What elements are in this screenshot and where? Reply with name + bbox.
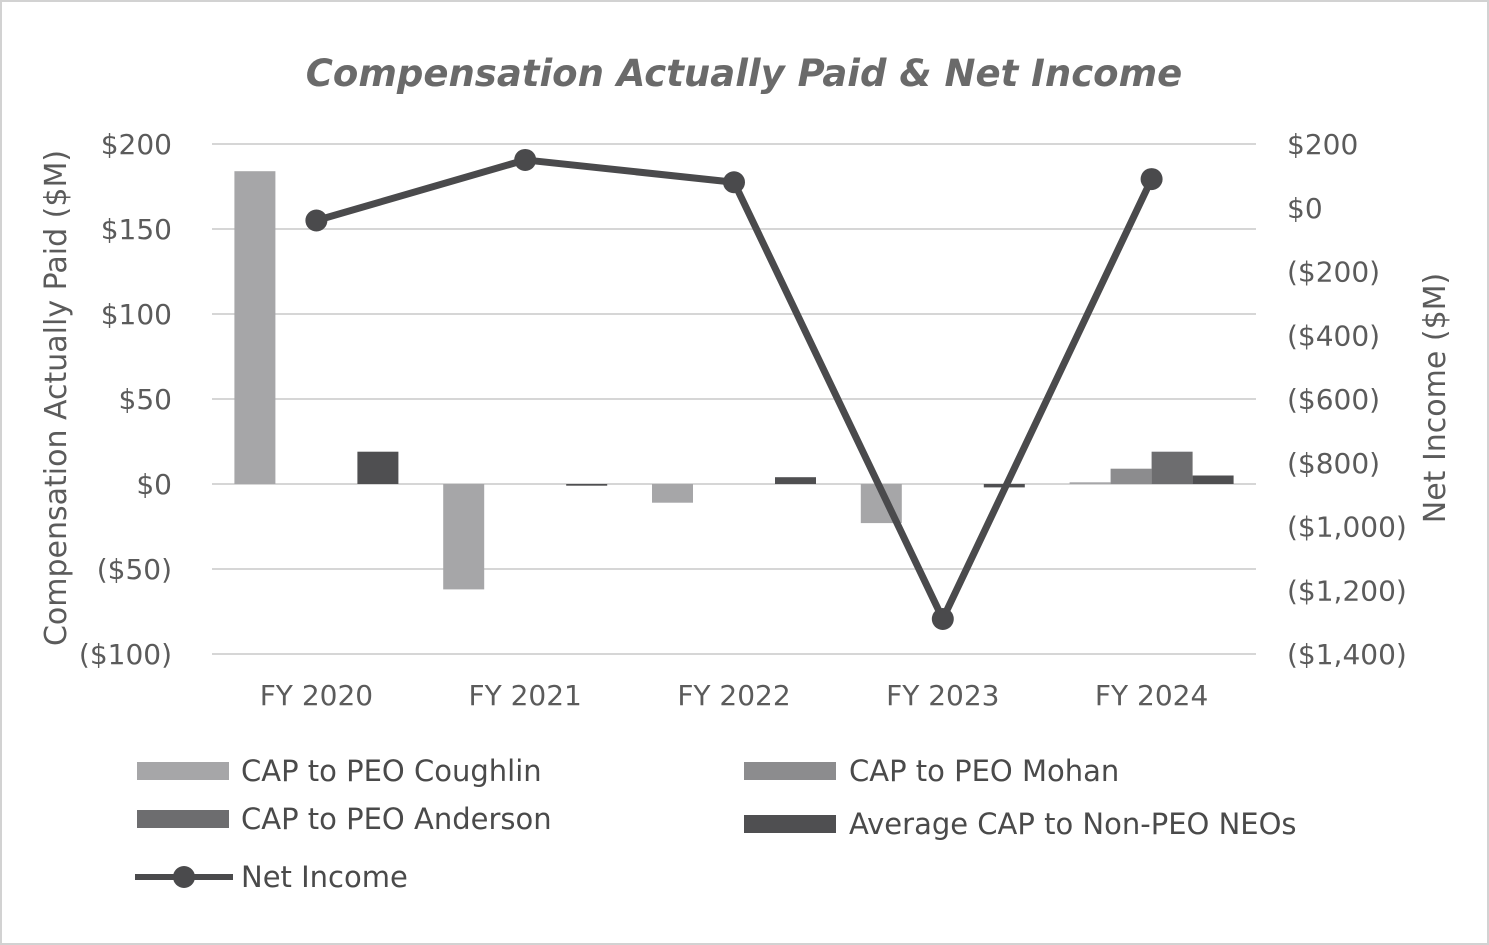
bar-cap-to-peo-anderson-fy-2024 bbox=[1151, 451, 1193, 484]
category-labels: FY 2020 FY 2021 FY 2022 FY 2023 FY 2024 bbox=[260, 679, 1209, 712]
right-tick-label: $200 bbox=[1287, 128, 1358, 161]
net-income-point-fy-2024 bbox=[1140, 168, 1163, 191]
bars bbox=[234, 171, 1234, 590]
legend-item-mohan[interactable]: CAP to PEO Mohan bbox=[744, 754, 1119, 788]
gridlines bbox=[212, 143, 1256, 655]
category-label: FY 2022 bbox=[677, 679, 790, 712]
bar-cap-to-peo-coughlin-fy-2021 bbox=[443, 484, 485, 590]
left-tick-label: $100 bbox=[101, 298, 172, 331]
legend-swatch-anderson bbox=[137, 810, 229, 828]
bar-cap-to-peo-coughlin-fy-2024 bbox=[1069, 482, 1111, 484]
left-tick-label: $50 bbox=[119, 383, 172, 416]
right-tick-label: ($1,200) bbox=[1287, 574, 1407, 607]
legend-item-non-peo[interactable]: Average CAP to Non-PEO NEOs bbox=[744, 807, 1297, 841]
bar-average-cap-to-non-peo-neos-fy-2020 bbox=[357, 451, 399, 484]
legend: CAP to PEO Coughlin CAP to PEO Mohan CAP… bbox=[135, 754, 1297, 894]
legend-label-coughlin: CAP to PEO Coughlin bbox=[241, 754, 542, 788]
chart-title: Compensation Actually Paid & Net Income bbox=[306, 52, 1183, 95]
legend-item-coughlin[interactable]: CAP to PEO Coughlin bbox=[137, 754, 542, 788]
left-tick-label: $150 bbox=[101, 213, 172, 246]
category-label: FY 2020 bbox=[260, 679, 373, 712]
net-income-line bbox=[305, 148, 1163, 630]
right-tick-label: ($200) bbox=[1287, 256, 1380, 289]
right-tick-label: ($800) bbox=[1287, 447, 1380, 480]
legend-label-net-income: Net Income bbox=[241, 860, 408, 894]
legend-swatch-mohan bbox=[744, 762, 836, 780]
legend-label-non-peo: Average CAP to Non-PEO NEOs bbox=[849, 807, 1297, 841]
left-tick-label: $0 bbox=[136, 468, 172, 501]
legend-item-net-income[interactable]: Net Income bbox=[135, 860, 408, 894]
right-tick-label: ($400) bbox=[1287, 319, 1380, 352]
legend-label-mohan: CAP to PEO Mohan bbox=[849, 754, 1119, 788]
right-tick-label: $0 bbox=[1287, 192, 1323, 225]
left-axis-ticks: $200 $150 $100 $50 $0 ($50) ($100) bbox=[79, 128, 172, 671]
right-tick-label: ($600) bbox=[1287, 383, 1380, 416]
bar-cap-to-peo-mohan-fy-2024 bbox=[1110, 468, 1152, 484]
bar-average-cap-to-non-peo-neos-fy-2021 bbox=[566, 484, 608, 486]
right-axis-ticks: $200 $0 ($200) ($400) ($600) ($800) ($1,000) ($… bbox=[1287, 128, 1407, 671]
legend-label-anderson: CAP to PEO Anderson bbox=[241, 802, 552, 836]
right-tick-label: ($1,400) bbox=[1287, 638, 1407, 671]
legend-swatch-non-peo bbox=[744, 815, 836, 833]
net-income-point-fy-2023 bbox=[931, 607, 954, 630]
bar-cap-to-peo-coughlin-fy-2020 bbox=[234, 171, 276, 484]
category-label: FY 2021 bbox=[469, 679, 582, 712]
left-tick-label: ($50) bbox=[97, 553, 172, 586]
bar-average-cap-to-non-peo-neos-fy-2022 bbox=[775, 477, 816, 484]
left-axis-label: Compensation Actually Paid ($M) bbox=[39, 150, 74, 646]
legend-item-anderson[interactable]: CAP to PEO Anderson bbox=[137, 802, 552, 836]
net-income-point-fy-2021 bbox=[514, 148, 537, 171]
bar-average-cap-to-non-peo-neos-fy-2024 bbox=[1192, 475, 1234, 484]
right-tick-label: ($1,000) bbox=[1287, 511, 1407, 544]
category-label: FY 2024 bbox=[1095, 679, 1208, 712]
net-income-point-fy-2020 bbox=[305, 209, 328, 232]
net-income-point-fy-2022 bbox=[723, 171, 745, 194]
bar-cap-to-peo-coughlin-fy-2022 bbox=[652, 484, 693, 503]
category-label: FY 2023 bbox=[886, 679, 999, 712]
legend-swatch-coughlin bbox=[137, 762, 229, 780]
legend-marker-net-income bbox=[173, 866, 195, 888]
left-tick-label: $200 bbox=[101, 128, 172, 161]
right-axis-label: Net Income ($M) bbox=[1418, 273, 1453, 524]
left-tick-label: ($100) bbox=[79, 638, 172, 671]
